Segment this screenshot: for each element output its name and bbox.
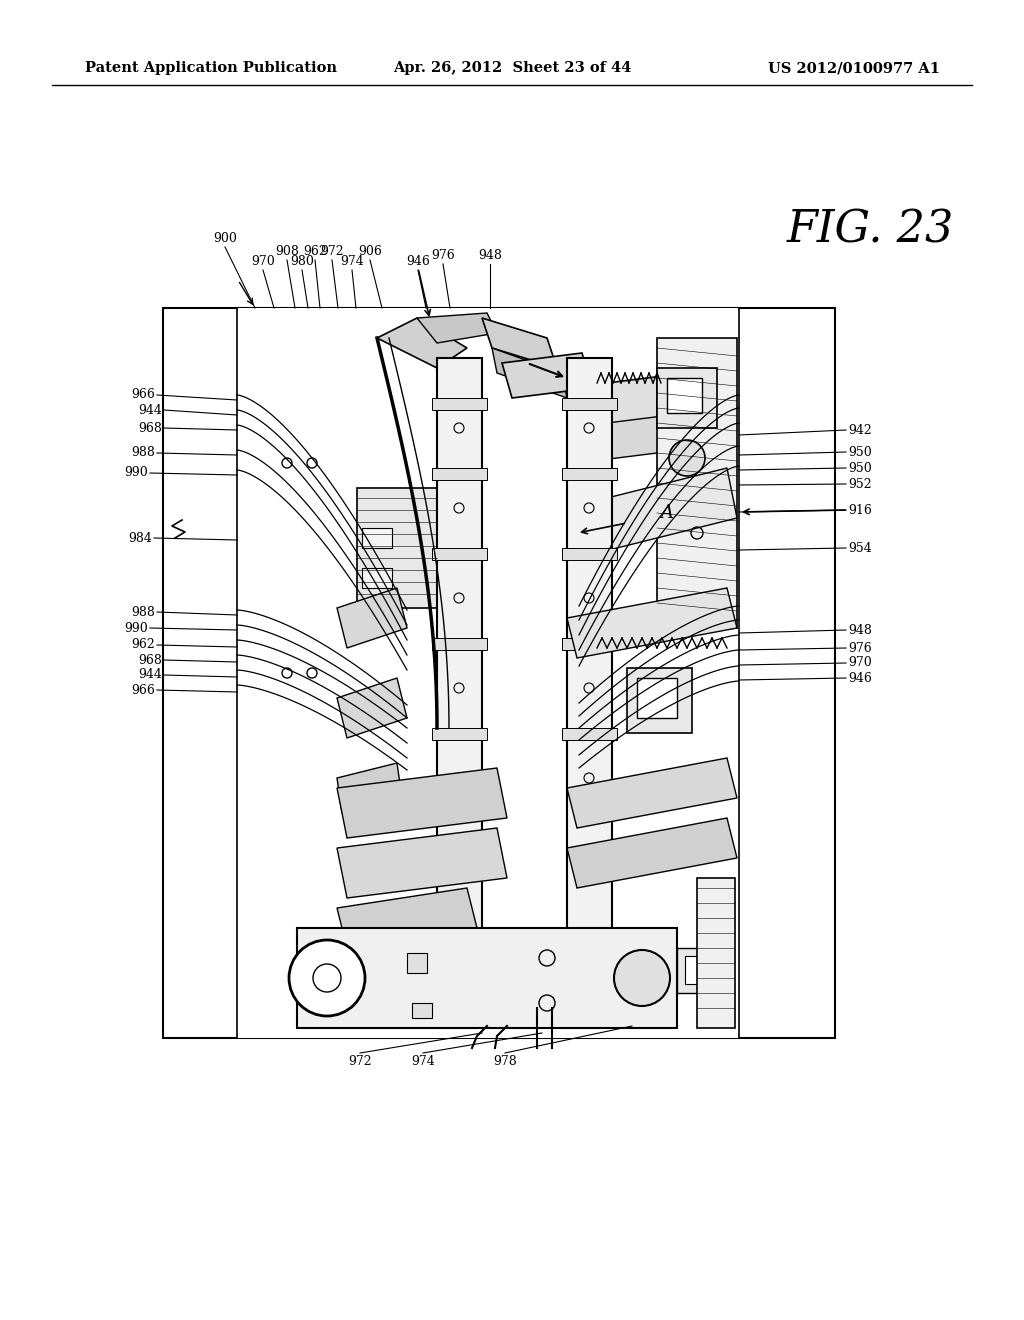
Bar	[567, 358, 612, 939]
Text: 988: 988	[131, 446, 155, 459]
Bar	[357, 488, 437, 609]
Bar	[562, 729, 617, 741]
Polygon shape	[337, 828, 507, 898]
Bar	[657, 338, 737, 628]
Bar	[237, 308, 739, 1038]
Text: 916: 916	[848, 503, 871, 516]
Circle shape	[289, 940, 365, 1016]
Text: 950: 950	[848, 446, 871, 458]
Polygon shape	[417, 313, 497, 343]
Polygon shape	[337, 768, 507, 838]
Bar	[432, 399, 487, 411]
Bar	[437, 358, 482, 939]
Text: 946: 946	[848, 672, 871, 685]
Bar	[562, 399, 617, 411]
Text: 944: 944	[138, 404, 162, 417]
Text: 990: 990	[124, 622, 148, 635]
Bar	[667, 378, 702, 413]
Bar	[677, 948, 727, 993]
Text: 976: 976	[431, 249, 455, 261]
Text: 976: 976	[848, 642, 871, 655]
Text: 972: 972	[321, 246, 344, 257]
Text: 966: 966	[131, 388, 155, 401]
Bar	[432, 729, 487, 741]
Polygon shape	[567, 587, 737, 657]
Text: 970: 970	[251, 255, 274, 268]
Text: 908: 908	[275, 246, 299, 257]
Polygon shape	[567, 368, 737, 428]
Circle shape	[669, 440, 705, 477]
Polygon shape	[567, 818, 737, 888]
Text: 954: 954	[848, 541, 871, 554]
Bar	[407, 953, 427, 973]
Polygon shape	[377, 318, 467, 368]
Text: 900: 900	[213, 232, 237, 246]
Text: 948: 948	[848, 623, 871, 636]
Text: 990: 990	[124, 466, 148, 479]
Text: 952: 952	[848, 478, 871, 491]
Bar	[163, 308, 835, 1038]
Bar	[297, 928, 677, 1028]
Text: 950: 950	[848, 462, 871, 474]
Text: 962: 962	[303, 246, 327, 257]
Text: 974: 974	[411, 1055, 435, 1068]
Text: A: A	[660, 504, 674, 521]
Bar	[697, 878, 735, 1028]
Polygon shape	[502, 352, 592, 399]
Text: 944: 944	[138, 668, 162, 681]
Polygon shape	[337, 587, 407, 648]
Text: 980: 980	[290, 255, 314, 268]
Bar	[637, 678, 677, 718]
Bar	[432, 638, 487, 649]
Bar	[432, 548, 487, 560]
Bar	[685, 956, 715, 983]
Text: 970: 970	[848, 656, 871, 669]
Polygon shape	[337, 888, 477, 948]
Polygon shape	[492, 348, 567, 399]
Text: 984: 984	[128, 532, 152, 544]
Bar	[412, 1003, 432, 1018]
Polygon shape	[337, 678, 407, 738]
Text: 972: 972	[348, 1055, 372, 1068]
Polygon shape	[567, 758, 737, 828]
Text: 974: 974	[340, 255, 364, 268]
Bar	[562, 469, 617, 480]
Text: 948: 948	[478, 249, 502, 261]
Bar	[362, 528, 392, 548]
Bar	[562, 638, 617, 649]
Bar	[627, 668, 692, 733]
Text: 942: 942	[848, 424, 871, 437]
Text: 966: 966	[131, 684, 155, 697]
Circle shape	[614, 950, 670, 1006]
Bar	[362, 568, 392, 587]
Text: 988: 988	[131, 606, 155, 619]
Text: Patent Application Publication: Patent Application Publication	[85, 61, 337, 75]
Polygon shape	[567, 469, 737, 558]
Bar	[657, 368, 717, 428]
Text: 968: 968	[138, 653, 162, 667]
Bar	[562, 548, 617, 560]
Text: 978: 978	[494, 1055, 517, 1068]
Text: Apr. 26, 2012  Sheet 23 of 44: Apr. 26, 2012 Sheet 23 of 44	[393, 61, 631, 75]
Text: 962: 962	[131, 639, 155, 652]
Polygon shape	[567, 408, 737, 463]
Text: 946: 946	[407, 255, 430, 268]
Text: US 2012/0100977 A1: US 2012/0100977 A1	[768, 61, 940, 75]
Polygon shape	[337, 763, 402, 813]
Polygon shape	[482, 318, 557, 368]
Text: 906: 906	[358, 246, 382, 257]
Text: 968: 968	[138, 421, 162, 434]
Text: FIG. 23: FIG. 23	[786, 209, 953, 252]
Bar	[432, 469, 487, 480]
